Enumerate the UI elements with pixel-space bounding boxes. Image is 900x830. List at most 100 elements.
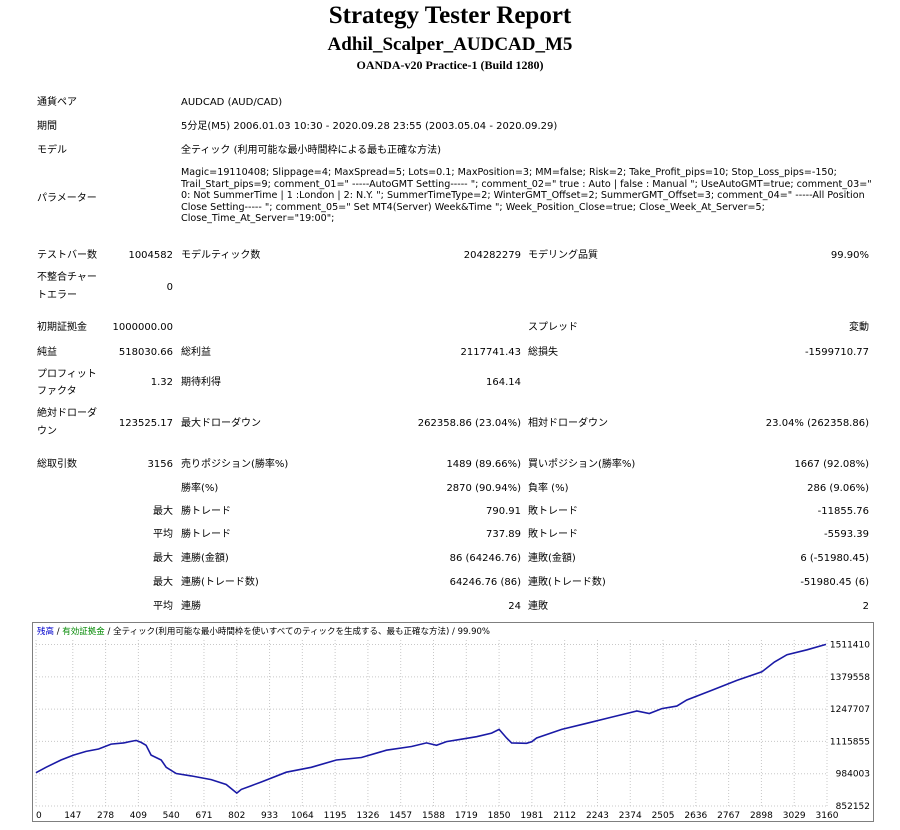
x-tick-label: 1719 [455,811,478,821]
consec-profit-label: 連勝(トレード数) [181,577,259,588]
x-tick-label: 802 [228,811,245,821]
consec-wins-money-value: 86 (64246.76) [449,553,521,564]
long-value: 1667 (92.08%) [794,459,869,470]
winrate-value: 2870 (90.94%) [446,483,521,494]
netprofit-value: 518030.66 [118,347,173,358]
server-name: OANDA-v20 Practice-1 (Build 1280) [356,58,544,72]
legend-sep3: / [449,627,457,637]
consec-losses-money-value: 6 (-51980.45) [800,553,869,564]
consec-profit-value: 64246.76 (86) [449,577,521,588]
balance-line [35,643,827,795]
chart-legend: 残高 / 有効証拠金 / 全ティック(利用可能な最小時間枠を使いすべてのティック… [37,626,490,637]
x-tick-label: 2636 [684,811,707,821]
x-tick-label: 278 [97,811,114,821]
params-value: Magic=19110408; Slippage=4; MaxSpread=5;… [181,167,872,225]
ea-name: Adhil_Scalper_AUDCAD_M5 [327,34,573,55]
grossprofit-value: 2117741.43 [460,347,521,358]
reldd-value: 23.04% (262358.86) [765,418,869,429]
chart-y-ticks: 852152 984003 1115855 1247707 1379558 1511410 [830,641,870,812]
x-tick-label: 1850 [488,811,511,821]
avg-consec-word: 平均 [153,601,173,612]
grossloss-label: 総損失 [528,347,558,358]
pf-label-1: プロフィット [37,369,97,380]
quality-value: 99.90% [830,250,869,261]
symbol-value: AUDCAD (AUD/CAD) [181,97,283,108]
symbol-label: 通貨ペア [37,97,77,108]
balance-chart: 残高 / 有効証拠金 / 全ティック(利用可能な最小時間枠を使いすべてのティック… [32,622,874,822]
params-label: パラメーター [37,193,97,204]
largest-loss-value: -11855.76 [817,506,869,517]
x-tick-label: 2112 [553,811,576,821]
x-tick-label: 2767 [717,811,740,821]
avg-loss-label: 敗トレード [528,529,578,540]
pf-label-2: ファクタ [37,386,77,397]
x-tick-label: 2505 [652,811,675,821]
bars-value: 1004582 [128,250,173,261]
consec-money-word: 最大 [153,553,173,564]
grossprofit-label: 総利益 [181,347,211,358]
legend-sep1: / [54,627,62,637]
x-tick-label: 0 [36,811,42,821]
largest-word: 最大 [153,506,173,517]
deposit-label: 初期証拠金 [37,322,87,333]
lossrate-label: 負率 (%) [528,483,569,494]
period-value: 5分足(M5) 2006.01.03 10:30 - 2020.09.28 23… [181,121,558,132]
x-tick-label: 1195 [324,811,347,821]
consec-loss-value: -51980.45 (6) [800,577,869,588]
legend-sep2: / [105,627,113,637]
y-tick-label: 984003 [836,770,870,780]
ticks-label: モデルティック数 [181,250,261,261]
absdd-label-2: ウン [37,426,57,437]
spread-label: スプレッド [528,322,578,333]
short-value: 1489 (89.66%) [446,459,521,470]
y-tick-label: 1511410 [830,641,870,651]
pf-value: 1.32 [150,377,173,388]
maxdd-label: 最大ドローダウン [181,418,261,429]
avg-consec-losses-label: 連敗 [528,601,548,612]
consec-losses-money-label: 連敗(金額) [528,553,576,564]
grossloss-value: -1599710.77 [804,347,869,358]
long-label: 買いポジション(勝率%) [528,459,636,470]
x-tick-label: 933 [261,811,278,821]
consec-loss-label: 連敗(トレード数) [528,577,606,588]
expected-label: 期待利得 [181,377,221,388]
avg-win-label: 勝トレード [181,529,231,540]
maxdd-value: 262358.86 (23.04%) [417,418,521,429]
x-tick-label: 3160 [816,811,839,821]
avg-consec-wins-label: 連勝 [181,601,201,612]
x-tick-label: 671 [195,811,212,821]
x-tick-label: 2374 [619,811,642,821]
legend-model: 全ティック(利用可能な最小時間枠を使いすべてのティックを生成する、最も正確な方法… [113,626,449,637]
largest-loss-label: 敗トレード [528,506,578,517]
mismatch-label-2: トエラー [37,290,77,301]
consec-wins-money-label: 連勝(金額) [181,553,229,564]
mismatch-value: 0 [166,282,173,293]
spread-value: 変動 [849,322,869,333]
report-title: Strategy Tester Report [328,2,572,29]
trades-value: 3156 [147,459,173,470]
x-tick-label: 2243 [586,811,609,821]
avg-loss-value: -5593.39 [824,529,869,540]
mismatch-label-1: 不整合チャー [37,272,97,283]
y-tick-label: 1115855 [830,737,870,747]
absdd-label-1: 絶対ドローダ [37,408,97,419]
x-tick-label: 1064 [291,811,314,821]
consec-count-word: 最大 [153,577,173,588]
bars-label: テストバー数 [37,250,97,261]
legend-equity: 有効証拠金 [62,626,105,637]
deposit-value: 1000000.00 [112,322,173,333]
y-tick-label: 852152 [836,802,870,812]
model-label: モデル [37,145,67,156]
period-label: 期間 [37,121,57,132]
ticks-value: 204282279 [463,250,521,261]
x-tick-label: 3029 [783,811,806,821]
absdd-value: 123525.17 [118,418,173,429]
chart-frame [32,622,874,822]
largest-win-value: 790.91 [486,506,521,517]
avg-consec-losses-value: 2 [862,601,869,612]
x-tick-label: 409 [130,811,147,821]
reldd-label: 相対ドローダウン [528,418,608,429]
avg-consec-wins-value: 24 [508,601,521,612]
balance-chart-svg: 残高 / 有効証拠金 / 全ティック(利用可能な最小時間枠を使いすべてのティック… [32,622,874,822]
x-tick-label: 1588 [422,811,445,821]
